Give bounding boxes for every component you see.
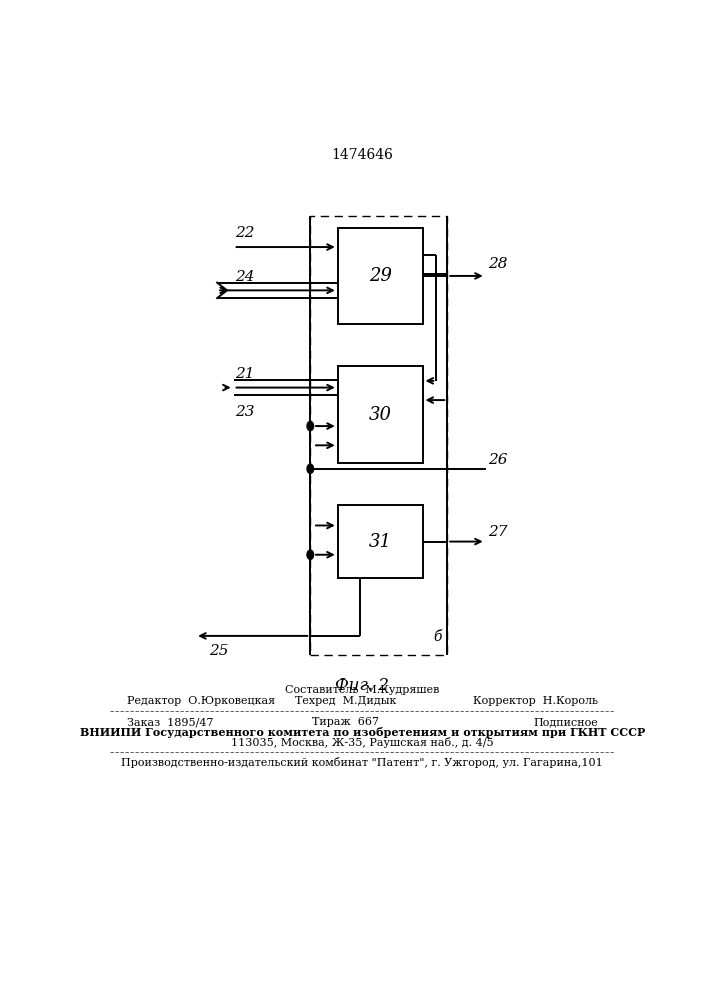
Text: ВНИИПИ Государственного комитета по изобретениям и открытиям при ГКНТ СССР: ВНИИПИ Государственного комитета по изоб… <box>80 727 645 738</box>
Text: 31: 31 <box>368 533 392 551</box>
Text: Редактор  О.Юрковецкая: Редактор О.Юрковецкая <box>127 696 275 706</box>
Circle shape <box>307 421 314 431</box>
Bar <box>310 216 448 655</box>
Text: 1474646: 1474646 <box>332 148 393 162</box>
Circle shape <box>307 464 314 473</box>
Text: Заказ  1895/47: Заказ 1895/47 <box>127 717 214 727</box>
Text: 113035, Москва, Ж-35, Раушская наб., д. 4/5: 113035, Москва, Ж-35, Раушская наб., д. … <box>231 737 493 748</box>
Text: Составитель  М.Кудряшев: Составитель М.Кудряшев <box>285 685 440 695</box>
Circle shape <box>307 550 314 559</box>
Text: 29: 29 <box>368 267 392 285</box>
Text: 27: 27 <box>489 525 508 539</box>
Bar <box>338 366 423 463</box>
Text: 22: 22 <box>235 226 255 240</box>
Text: 21: 21 <box>235 367 255 381</box>
Text: 30: 30 <box>368 406 392 424</box>
Text: 23: 23 <box>235 405 255 419</box>
Text: Фиг. 2: Фиг. 2 <box>335 677 390 694</box>
Text: Корректор  Н.Король: Корректор Н.Король <box>473 696 598 706</box>
Text: Производственно-издательский комбинат "Патент", г. Ужгород, ул. Гагарина,101: Производственно-издательский комбинат "П… <box>122 757 603 768</box>
Bar <box>338 505 423 578</box>
Bar <box>338 228 423 324</box>
Text: 26: 26 <box>489 453 508 467</box>
Text: Тираж  667: Тираж 667 <box>312 717 380 727</box>
Text: 24: 24 <box>235 270 255 284</box>
Text: 25: 25 <box>209 644 228 658</box>
Text: б: б <box>433 630 442 644</box>
Text: Подписное: Подписное <box>533 717 598 727</box>
Text: 28: 28 <box>489 257 508 271</box>
Text: Техред  М.Дидык: Техред М.Дидык <box>296 696 397 706</box>
